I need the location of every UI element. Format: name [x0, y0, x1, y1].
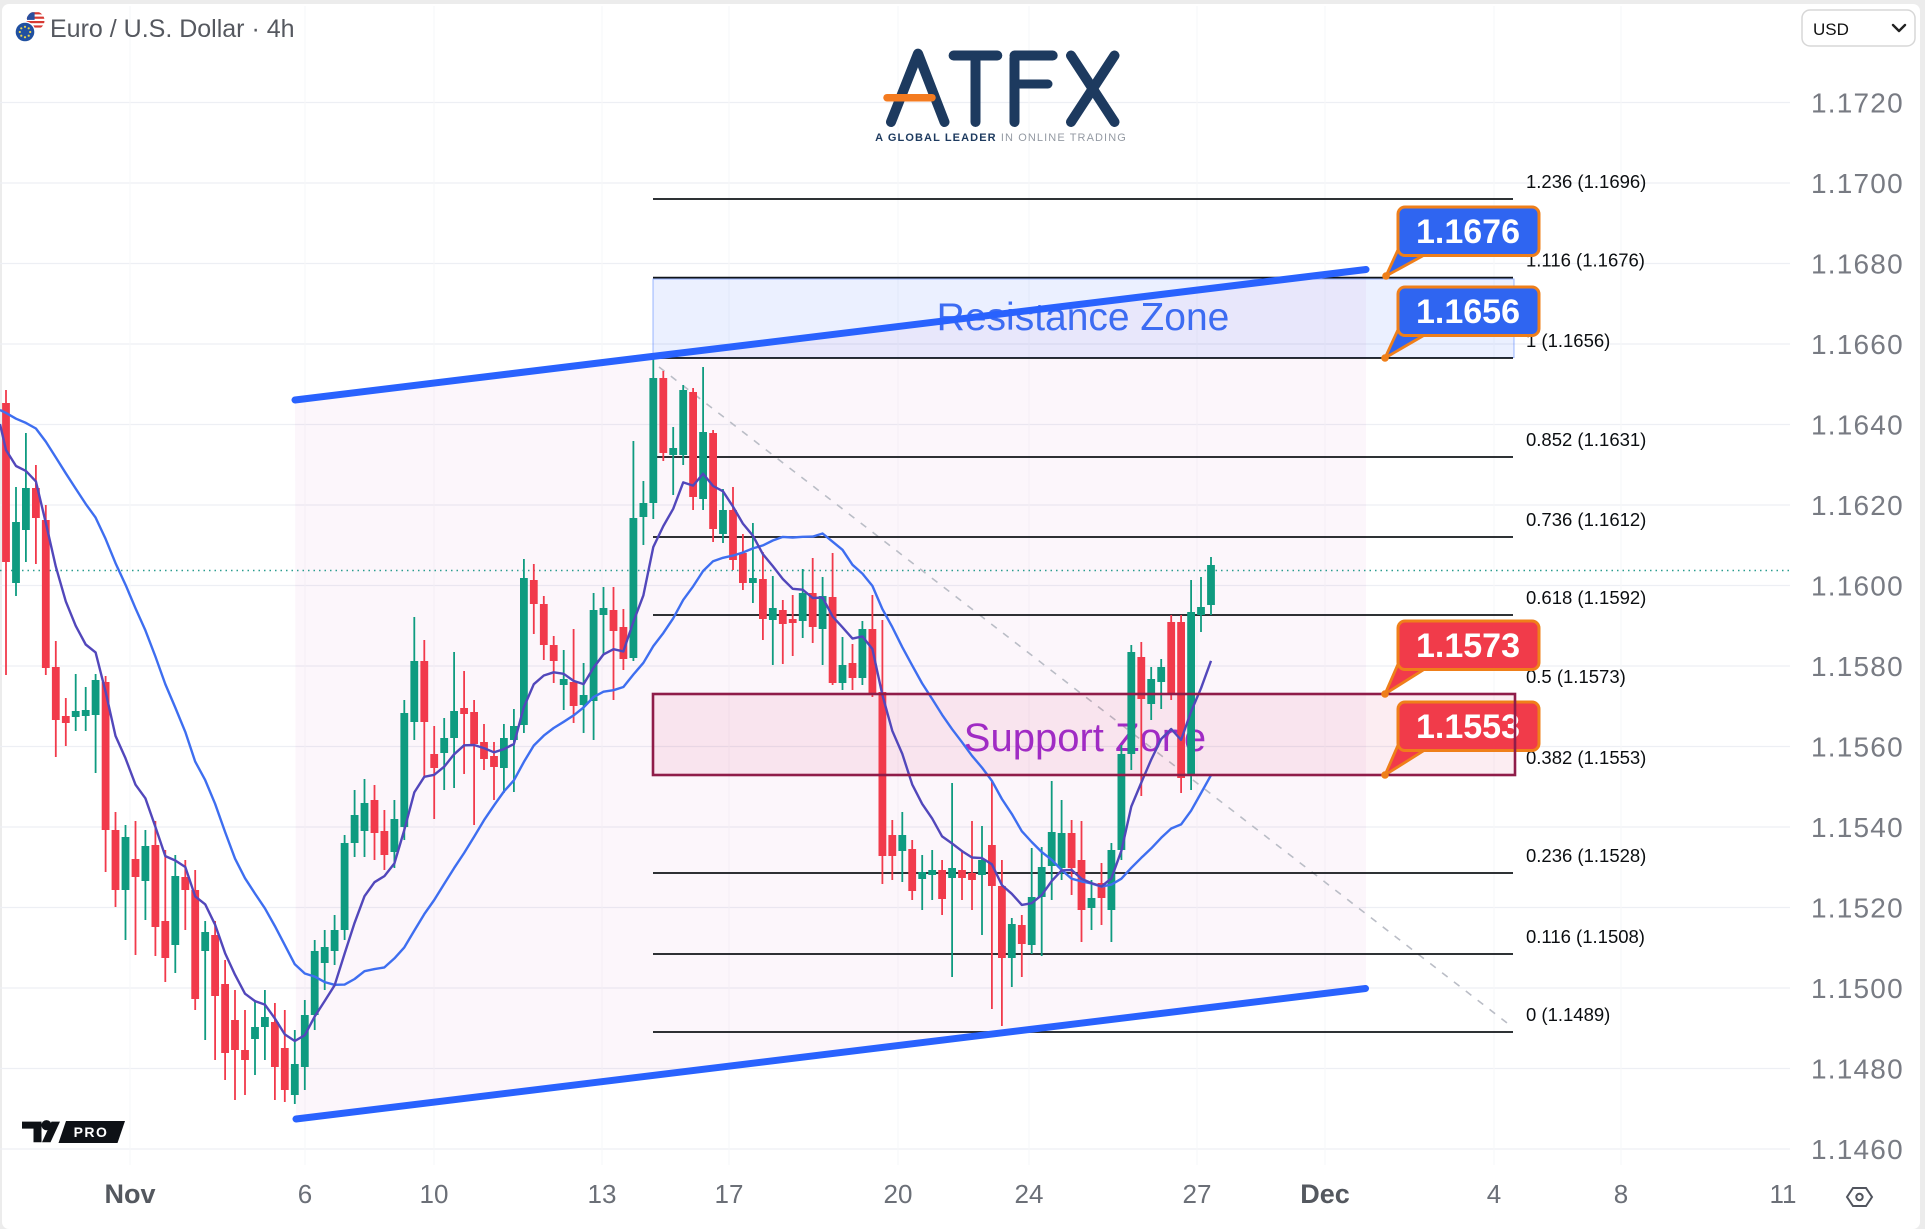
svg-text:Nov: Nov [104, 1179, 155, 1209]
svg-text:1.1553: 1.1553 [1416, 708, 1520, 746]
svg-text:1.1656: 1.1656 [1416, 293, 1520, 331]
svg-text:1.1480: 1.1480 [1811, 1054, 1904, 1085]
svg-text:0.116 (1.1508): 0.116 (1.1508) [1526, 926, 1645, 947]
svg-text:PRO: PRO [74, 1124, 109, 1140]
svg-text:1.116 (1.1676): 1.116 (1.1676) [1526, 250, 1645, 271]
svg-text:0.5 (1.1573): 0.5 (1.1573) [1526, 666, 1626, 687]
svg-text:24: 24 [1015, 1179, 1044, 1209]
svg-text:1.1520: 1.1520 [1811, 893, 1904, 924]
svg-text:1.1720: 1.1720 [1811, 88, 1904, 119]
svg-text:1.236 (1.1696): 1.236 (1.1696) [1526, 171, 1646, 192]
svg-text:1.1620: 1.1620 [1811, 490, 1904, 521]
svg-text:1.1573: 1.1573 [1416, 627, 1520, 665]
svg-text:A GLOBAL LEADER IN ONLINE TRAD: A GLOBAL LEADER IN ONLINE TRADING [875, 132, 1127, 144]
svg-text:Support Zone: Support Zone [964, 716, 1206, 760]
svg-text:0.382 (1.1553): 0.382 (1.1553) [1526, 747, 1646, 768]
svg-text:1.1660: 1.1660 [1811, 329, 1904, 360]
svg-text:1.1540: 1.1540 [1811, 812, 1904, 843]
svg-text:1.1560: 1.1560 [1811, 732, 1904, 763]
svg-text:13: 13 [588, 1179, 617, 1209]
svg-text:10: 10 [420, 1179, 449, 1209]
svg-text:1.1640: 1.1640 [1811, 410, 1904, 441]
svg-text:0.618 (1.1592): 0.618 (1.1592) [1526, 587, 1646, 608]
svg-text:USD: USD [1813, 20, 1849, 39]
svg-text:0.236 (1.1528): 0.236 (1.1528) [1526, 845, 1646, 866]
svg-text:11: 11 [1770, 1179, 1797, 1209]
svg-text:1.1600: 1.1600 [1811, 571, 1904, 602]
svg-text:0 (1.1489): 0 (1.1489) [1526, 1004, 1610, 1025]
svg-text:1.1680: 1.1680 [1811, 249, 1904, 280]
svg-text:27: 27 [1183, 1179, 1212, 1209]
svg-text:20: 20 [884, 1179, 913, 1209]
svg-text:4: 4 [1487, 1179, 1501, 1209]
svg-text:8: 8 [1614, 1179, 1628, 1209]
svg-text:Euro / U.S. Dollar · 4h: Euro / U.S. Dollar · 4h [50, 15, 295, 43]
svg-text:0.852 (1.1631): 0.852 (1.1631) [1526, 429, 1646, 450]
svg-text:1.1700: 1.1700 [1811, 168, 1904, 199]
svg-text:1.1580: 1.1580 [1811, 651, 1904, 682]
svg-text:17: 17 [715, 1179, 744, 1209]
svg-text:1.1460: 1.1460 [1811, 1134, 1904, 1165]
svg-text:6: 6 [298, 1179, 312, 1209]
svg-text:1.1676: 1.1676 [1416, 213, 1520, 251]
svg-text:Dec: Dec [1300, 1179, 1350, 1209]
svg-text:1 (1.1656): 1 (1.1656) [1526, 330, 1610, 351]
svg-text:0.736 (1.1612): 0.736 (1.1612) [1526, 509, 1646, 530]
svg-text:1.1500: 1.1500 [1811, 973, 1904, 1004]
